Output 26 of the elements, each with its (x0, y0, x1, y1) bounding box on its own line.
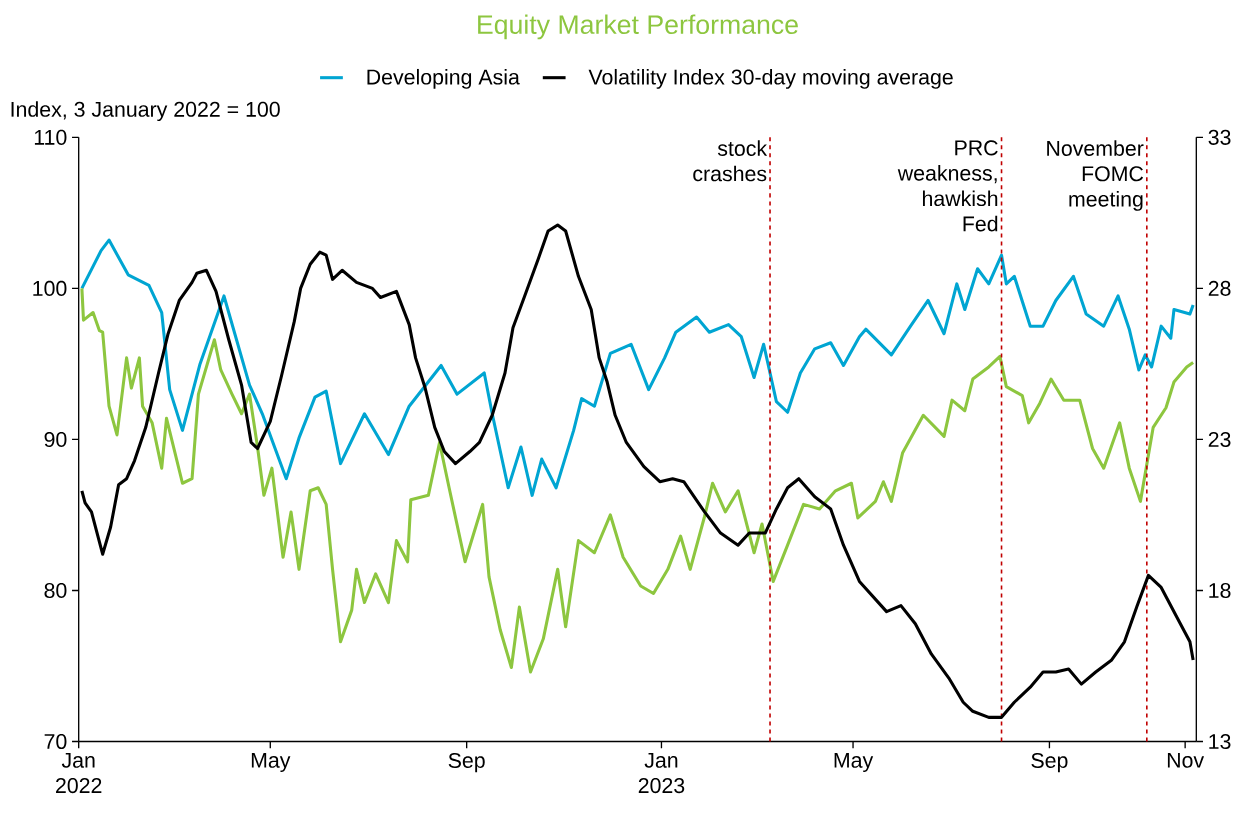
x-tick-label: Sep (1031, 752, 1068, 773)
x-tick-label: Jan 2023 (638, 752, 685, 794)
ref-line-label: stock crashes (693, 140, 768, 182)
ref-line-label: November FOMC meeting (1047, 140, 1144, 211)
x-tick-label: May (251, 752, 291, 773)
chart-title: Equity Market Performance (478, 14, 798, 40)
y2-tick-label: 28 (1208, 280, 1231, 297)
x-tick-label: Jan 2022 (56, 752, 102, 794)
y2-tick-label: 18 (1209, 582, 1231, 599)
line-series (80, 286, 1195, 674)
y2-tick-label: 13 (1209, 734, 1231, 750)
legend-label: Developing Asia (367, 69, 520, 89)
y2-tick-label: 23 (1208, 431, 1231, 448)
y-tick-label: 110 (34, 129, 67, 145)
y-tick-label: 90 (44, 431, 67, 448)
y-tick-label: 80 (44, 583, 67, 599)
x-tick-label: Nov (1167, 752, 1205, 768)
x-tick-label: Sep (448, 752, 485, 773)
y2-tick-label: 33 (1208, 129, 1231, 145)
x-tick-label: May (834, 752, 874, 773)
y-tick-label: 70 (44, 734, 67, 750)
y-tick-label: 100 (33, 280, 67, 297)
legend-label: Volatility Index 30-day moving average (588, 69, 953, 89)
y-axis-title: Index, 3 January 2022 = 100 (11, 101, 280, 122)
ref-line-label: PRC weakness, hawkish Fed (897, 140, 998, 232)
line-series (80, 238, 1195, 497)
